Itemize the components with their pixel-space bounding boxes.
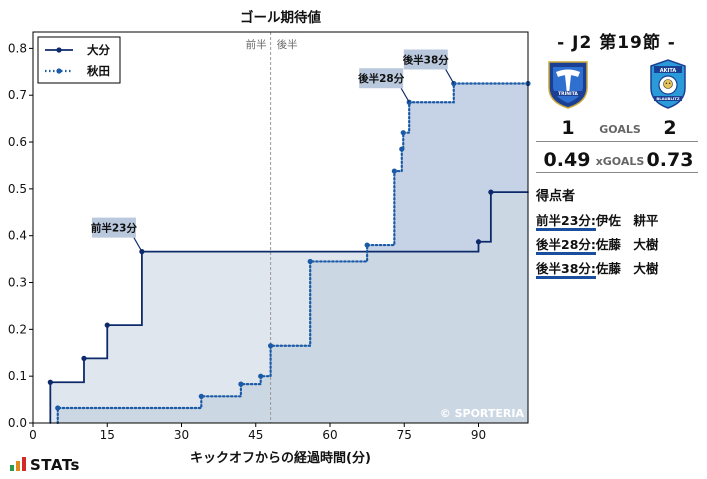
akita-blaublitz-crest-icon: AKITA BLAUBLITZ [650,59,686,109]
series-line-大分 [49,191,529,424]
stats-logo: STATs [10,456,80,474]
data-point [81,355,87,361]
annotation-arrow [445,69,455,84]
plot-frame [32,31,529,424]
match-title: - J2 第19節 - [557,33,676,53]
data-point [258,373,264,379]
scorer-time: 後半28分: [536,237,596,255]
scorer-time: 後半38分: [536,261,596,279]
series-line-秋田 [56,82,530,425]
annotation-arrow [133,237,143,252]
annotation-box [91,217,136,238]
halftime-label-first: 前半 [246,38,267,51]
y-tick-label: 0.8 [8,41,27,55]
y-tick-label: 0.0 [8,416,27,430]
scorer-name: 佐藤 大樹 [595,237,659,252]
home-xg: 0.49 [543,149,591,171]
watermark: © SPORTERIA [440,407,525,420]
x-axis-label: キックオフからの経過時間(分) [190,450,371,466]
y-tick-label: 0.4 [8,229,27,243]
stats-bars-icon [10,457,26,471]
legend-label: 大分 [87,43,110,57]
x-tick-label: 90 [471,428,486,442]
data-point [268,343,274,349]
y-tick-label: 0.5 [8,182,27,196]
away-goals: 2 [663,117,677,139]
y-tick-label: 0.1 [8,369,27,383]
data-point [488,189,494,195]
scorers-title: 得点者 [536,189,576,204]
legend-marker [56,47,62,53]
scorer-time: 前半23分: [536,213,596,231]
annotation-arrow [400,87,410,103]
x-tick-label: 0 [29,428,37,442]
annotation-box [359,68,404,89]
xg-label: xGOALS [595,155,645,168]
y-tick-label: 0.6 [8,135,27,149]
x-tick-label: 30 [174,428,189,442]
data-point [104,322,110,328]
away-crest-sub: BLAUBLITZ [656,96,680,101]
away-xg: 0.73 [646,149,694,171]
data-point [55,405,61,411]
annotation-0: 前半23分 [91,217,143,252]
annotation-1: 後半28分 [357,68,410,103]
data-point [391,168,397,174]
halftime-label-second: 後半 [277,38,298,51]
scorer-row: 後半28分:佐藤 大樹 [536,234,659,255]
data-point [47,379,53,385]
legend-label: 秋田 [87,64,110,78]
scorer-name: 佐藤 大樹 [595,261,659,276]
x-tick-label: 15 [100,428,115,442]
goals-label: GOALS [599,123,641,136]
scorer-name: 伊佐 耕平 [595,213,659,228]
data-point [198,393,204,399]
scorer-row: 後半38分:佐藤 大樹 [536,258,659,279]
annotation-label: 後半28分 [357,72,405,85]
y-tick-label: 0.3 [8,276,27,290]
data-point [307,258,313,265]
y-tick-label: 0.2 [8,322,27,336]
data-point [400,130,406,136]
series-area-大分 [50,192,528,423]
data-point [399,146,405,152]
data-point [238,381,244,387]
annotation-label: 後半38分 [402,54,450,67]
oita-trinita-crest-icon: TRINITA [548,61,588,109]
data-point [475,239,482,245]
annotation-box [403,49,448,70]
annotation-label: 前半23分 [91,222,138,235]
home-goals: 1 [561,117,575,139]
scorer-row: 前半23分:伊佐 耕平 [536,210,659,231]
x-tick-label: 60 [322,428,337,442]
x-tick-label: 75 [397,428,412,442]
away-crest-text: AKITA [660,68,677,74]
chart-title: ゴール期待値 [240,9,321,26]
data-point [364,242,370,248]
legend-marker [56,68,62,74]
home-crest-text: TRINITA [558,91,578,97]
x-tick-label: 45 [248,428,263,442]
divider [536,172,698,173]
annotation-2: 後半38分 [402,49,455,84]
divider [536,141,698,142]
y-tick-label: 0.7 [8,88,27,102]
legend-box [37,36,121,84]
stats-brand: STATs [30,456,80,474]
